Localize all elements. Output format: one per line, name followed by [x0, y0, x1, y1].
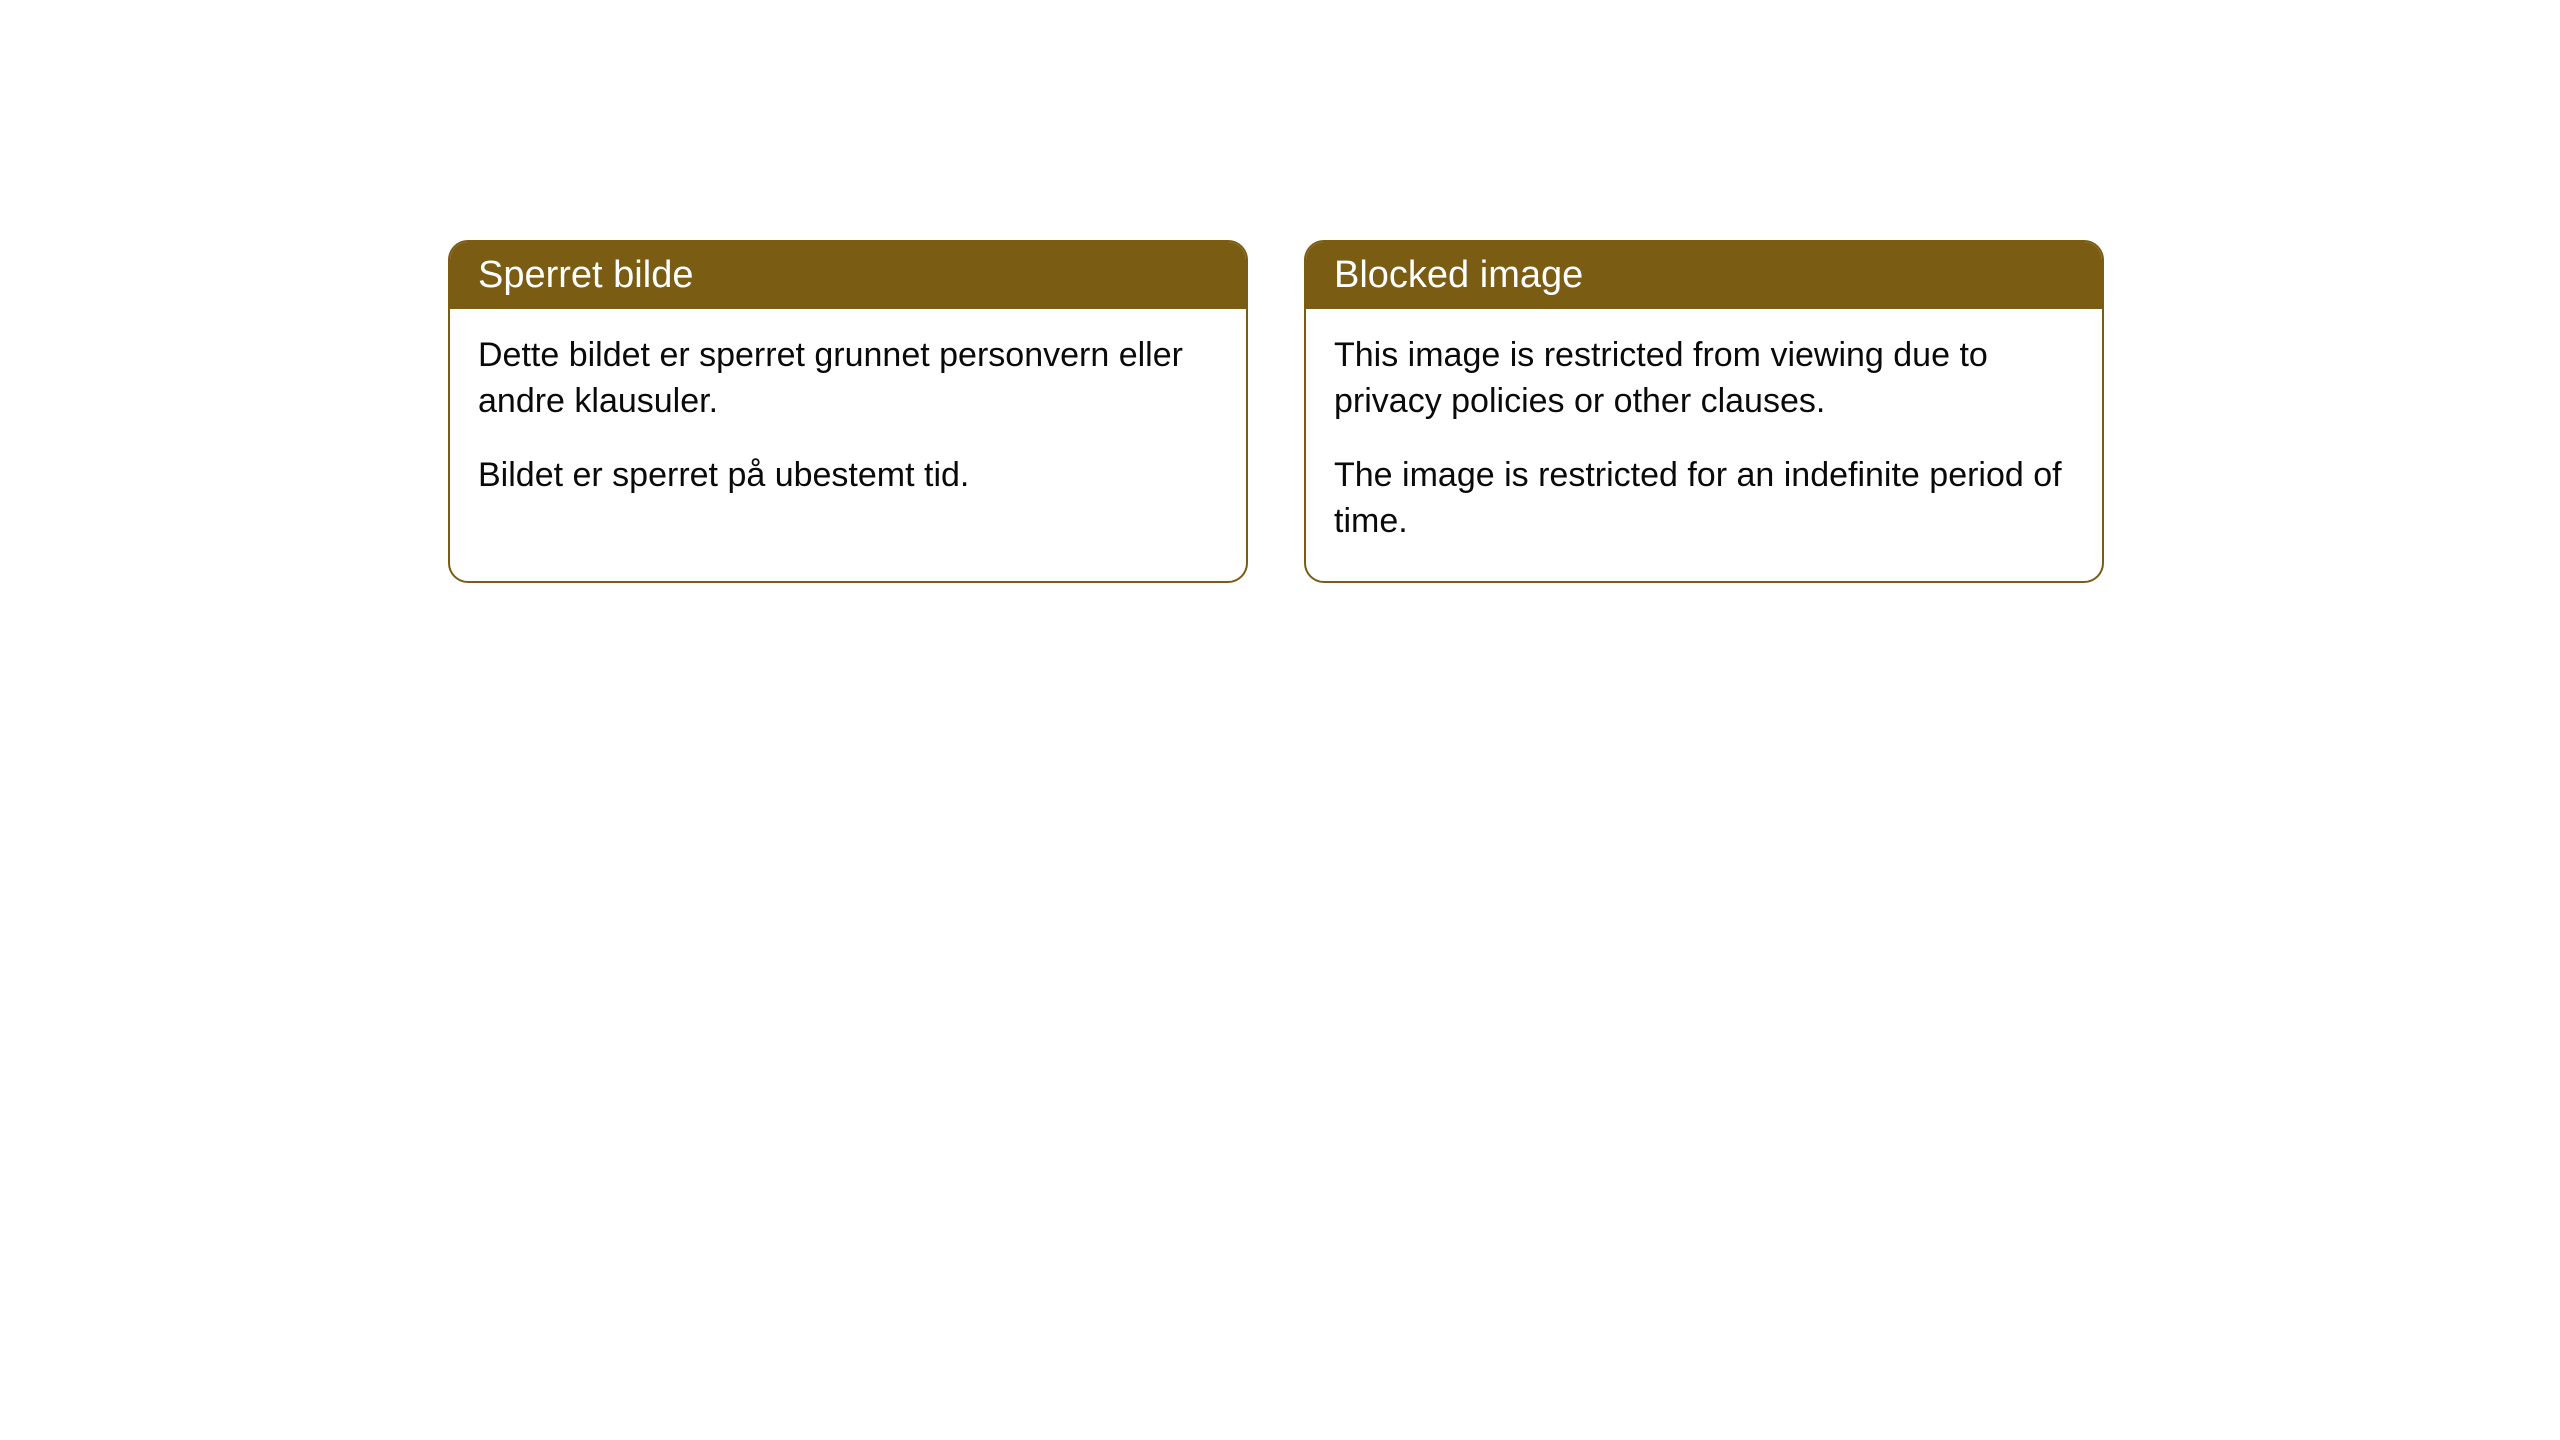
notice-body: Dette bildet er sperret grunnet personve… [450, 309, 1246, 535]
notice-body: This image is restricted from viewing du… [1306, 309, 2102, 581]
notice-card-norwegian: Sperret bilde Dette bildet er sperret gr… [448, 240, 1248, 583]
notice-paragraph: Bildet er sperret på ubestemt tid. [478, 453, 1218, 499]
notice-title: Sperret bilde [450, 242, 1246, 309]
notice-paragraph: Dette bildet er sperret grunnet personve… [478, 333, 1218, 425]
notice-container: Sperret bilde Dette bildet er sperret gr… [0, 0, 2560, 583]
notice-title: Blocked image [1306, 242, 2102, 309]
notice-paragraph: This image is restricted from viewing du… [1334, 333, 2074, 425]
notice-paragraph: The image is restricted for an indefinit… [1334, 453, 2074, 545]
notice-card-english: Blocked image This image is restricted f… [1304, 240, 2104, 583]
